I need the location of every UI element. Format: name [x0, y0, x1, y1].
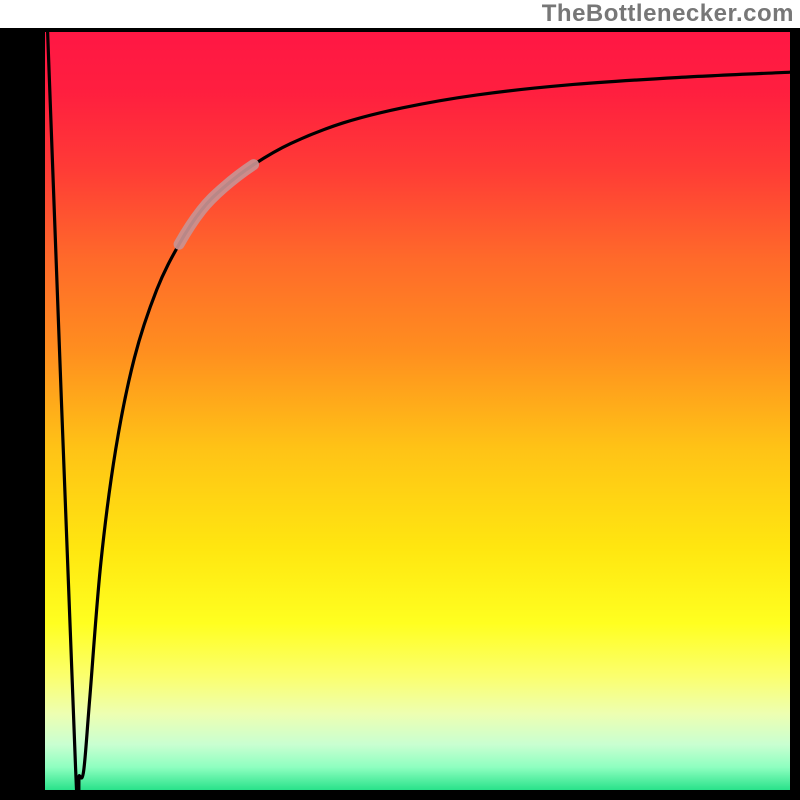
outer-frame-bottom: [0, 790, 800, 800]
bottleneck-chart: TheBottlenecker.com: [0, 0, 800, 800]
watermark-strip: [0, 0, 800, 28]
chart-canvas: [0, 0, 800, 800]
chart-background: [45, 32, 790, 790]
outer-frame-left: [0, 0, 45, 800]
outer-frame-right: [790, 0, 800, 800]
